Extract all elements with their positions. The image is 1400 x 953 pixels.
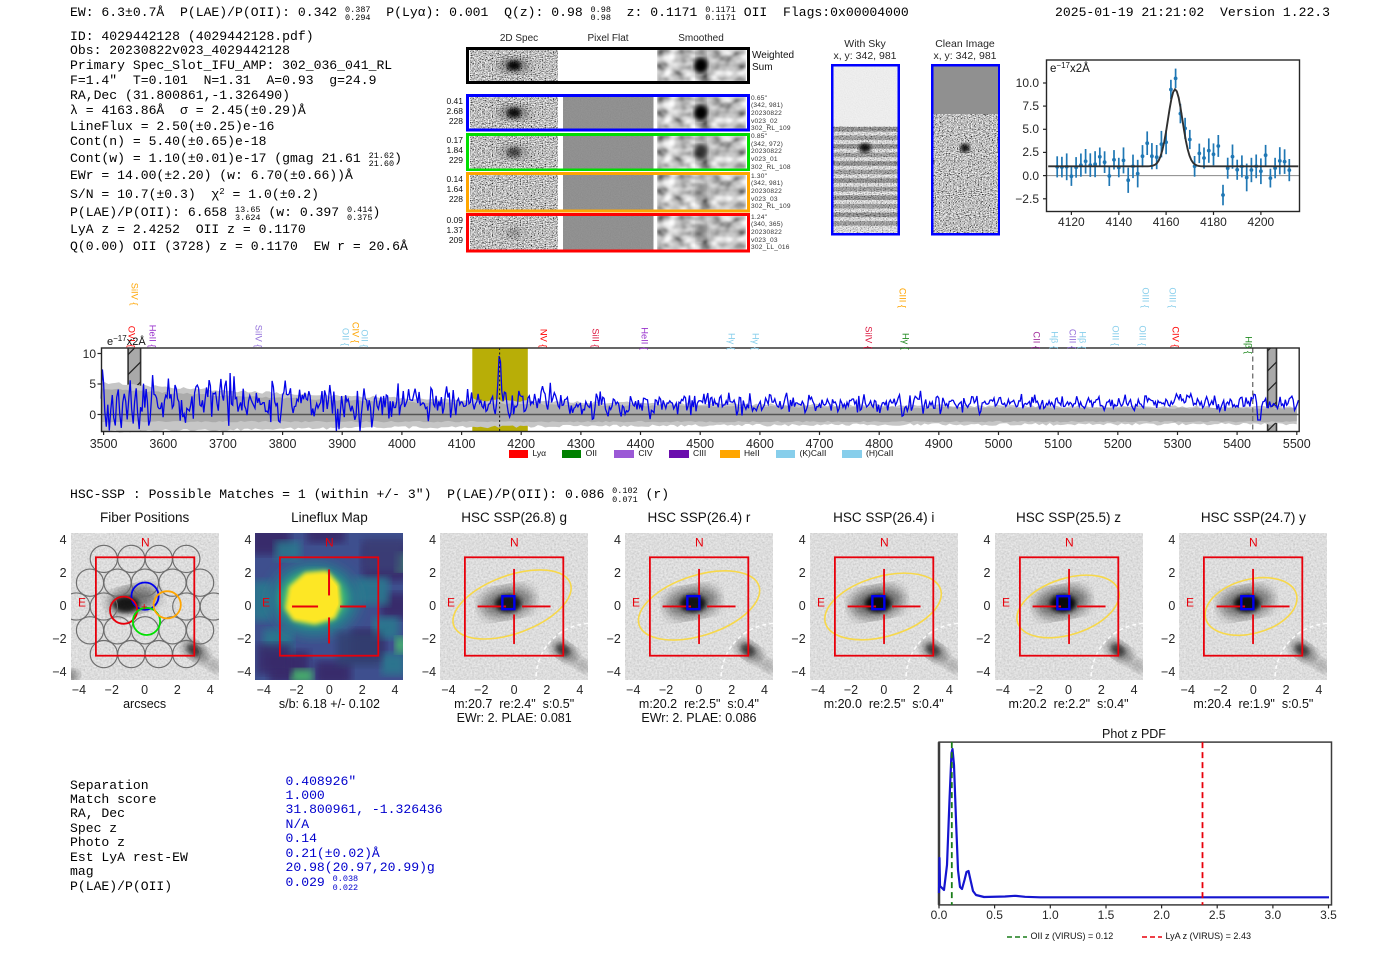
svg-text:E: E — [817, 595, 825, 609]
svg-text:E: E — [1186, 595, 1194, 609]
svg-text:E: E — [1002, 595, 1010, 609]
svg-text:SiIV {: SiIV { — [130, 283, 140, 306]
svg-text:CIV {: CIV { — [351, 322, 361, 343]
svg-text:OIII {: OIII { — [1141, 287, 1151, 308]
svg-text:OIII {: OIII { — [1138, 325, 1148, 346]
svg-text:NV {: NV { — [539, 329, 549, 348]
svg-text:OVI {: OVI { — [127, 326, 137, 348]
svg-text:N: N — [141, 535, 150, 549]
svg-text:HeII {: HeII { — [640, 327, 650, 350]
svg-text:OII {: OII { — [360, 329, 370, 347]
svg-text:N: N — [695, 535, 704, 549]
svg-text:Hβ {: Hβ { — [1050, 331, 1060, 349]
svg-text:Hγ {: Hγ { — [727, 333, 737, 350]
svg-text:HeII {: HeII { — [148, 325, 158, 348]
svg-text:Hβ {: Hβ { — [1078, 331, 1088, 349]
svg-text:SiIV {: SiIV { — [864, 326, 874, 349]
svg-text:SiIV {: SiIV { — [254, 325, 264, 348]
svg-text:CIII {: CIII { — [898, 288, 908, 308]
svg-text:CII {: CII { — [1032, 331, 1042, 349]
svg-text:N: N — [1249, 535, 1258, 549]
svg-text:e−17x2Å: e−17x2Å — [1050, 61, 1090, 76]
svg-text:e−17x2Å: e−17x2Å — [107, 334, 146, 349]
svg-text:OIII {: OIII { — [1168, 287, 1178, 308]
svg-text:CIII {: CIII { — [1068, 329, 1078, 349]
svg-text:N: N — [1065, 535, 1074, 549]
svg-text:SiII {: SiII { — [591, 328, 601, 347]
svg-text:OIII {: OIII { — [1111, 325, 1121, 346]
svg-text:+: + — [141, 601, 147, 613]
svg-text:Hβ {: Hβ { — [1244, 336, 1254, 354]
svg-text:N: N — [325, 535, 334, 549]
svg-text:E: E — [262, 595, 270, 609]
svg-text:Hγ {: Hγ { — [751, 333, 761, 350]
svg-text:N: N — [880, 535, 889, 549]
svg-text:Hγ {: Hγ { — [901, 333, 911, 350]
svg-text:OII {: OII { — [341, 328, 351, 346]
svg-text:E: E — [632, 595, 640, 609]
svg-text:N: N — [510, 535, 519, 549]
svg-text:E: E — [447, 595, 455, 609]
svg-text:CIV {: CIV { — [1171, 326, 1181, 347]
svg-text:E: E — [78, 595, 86, 609]
